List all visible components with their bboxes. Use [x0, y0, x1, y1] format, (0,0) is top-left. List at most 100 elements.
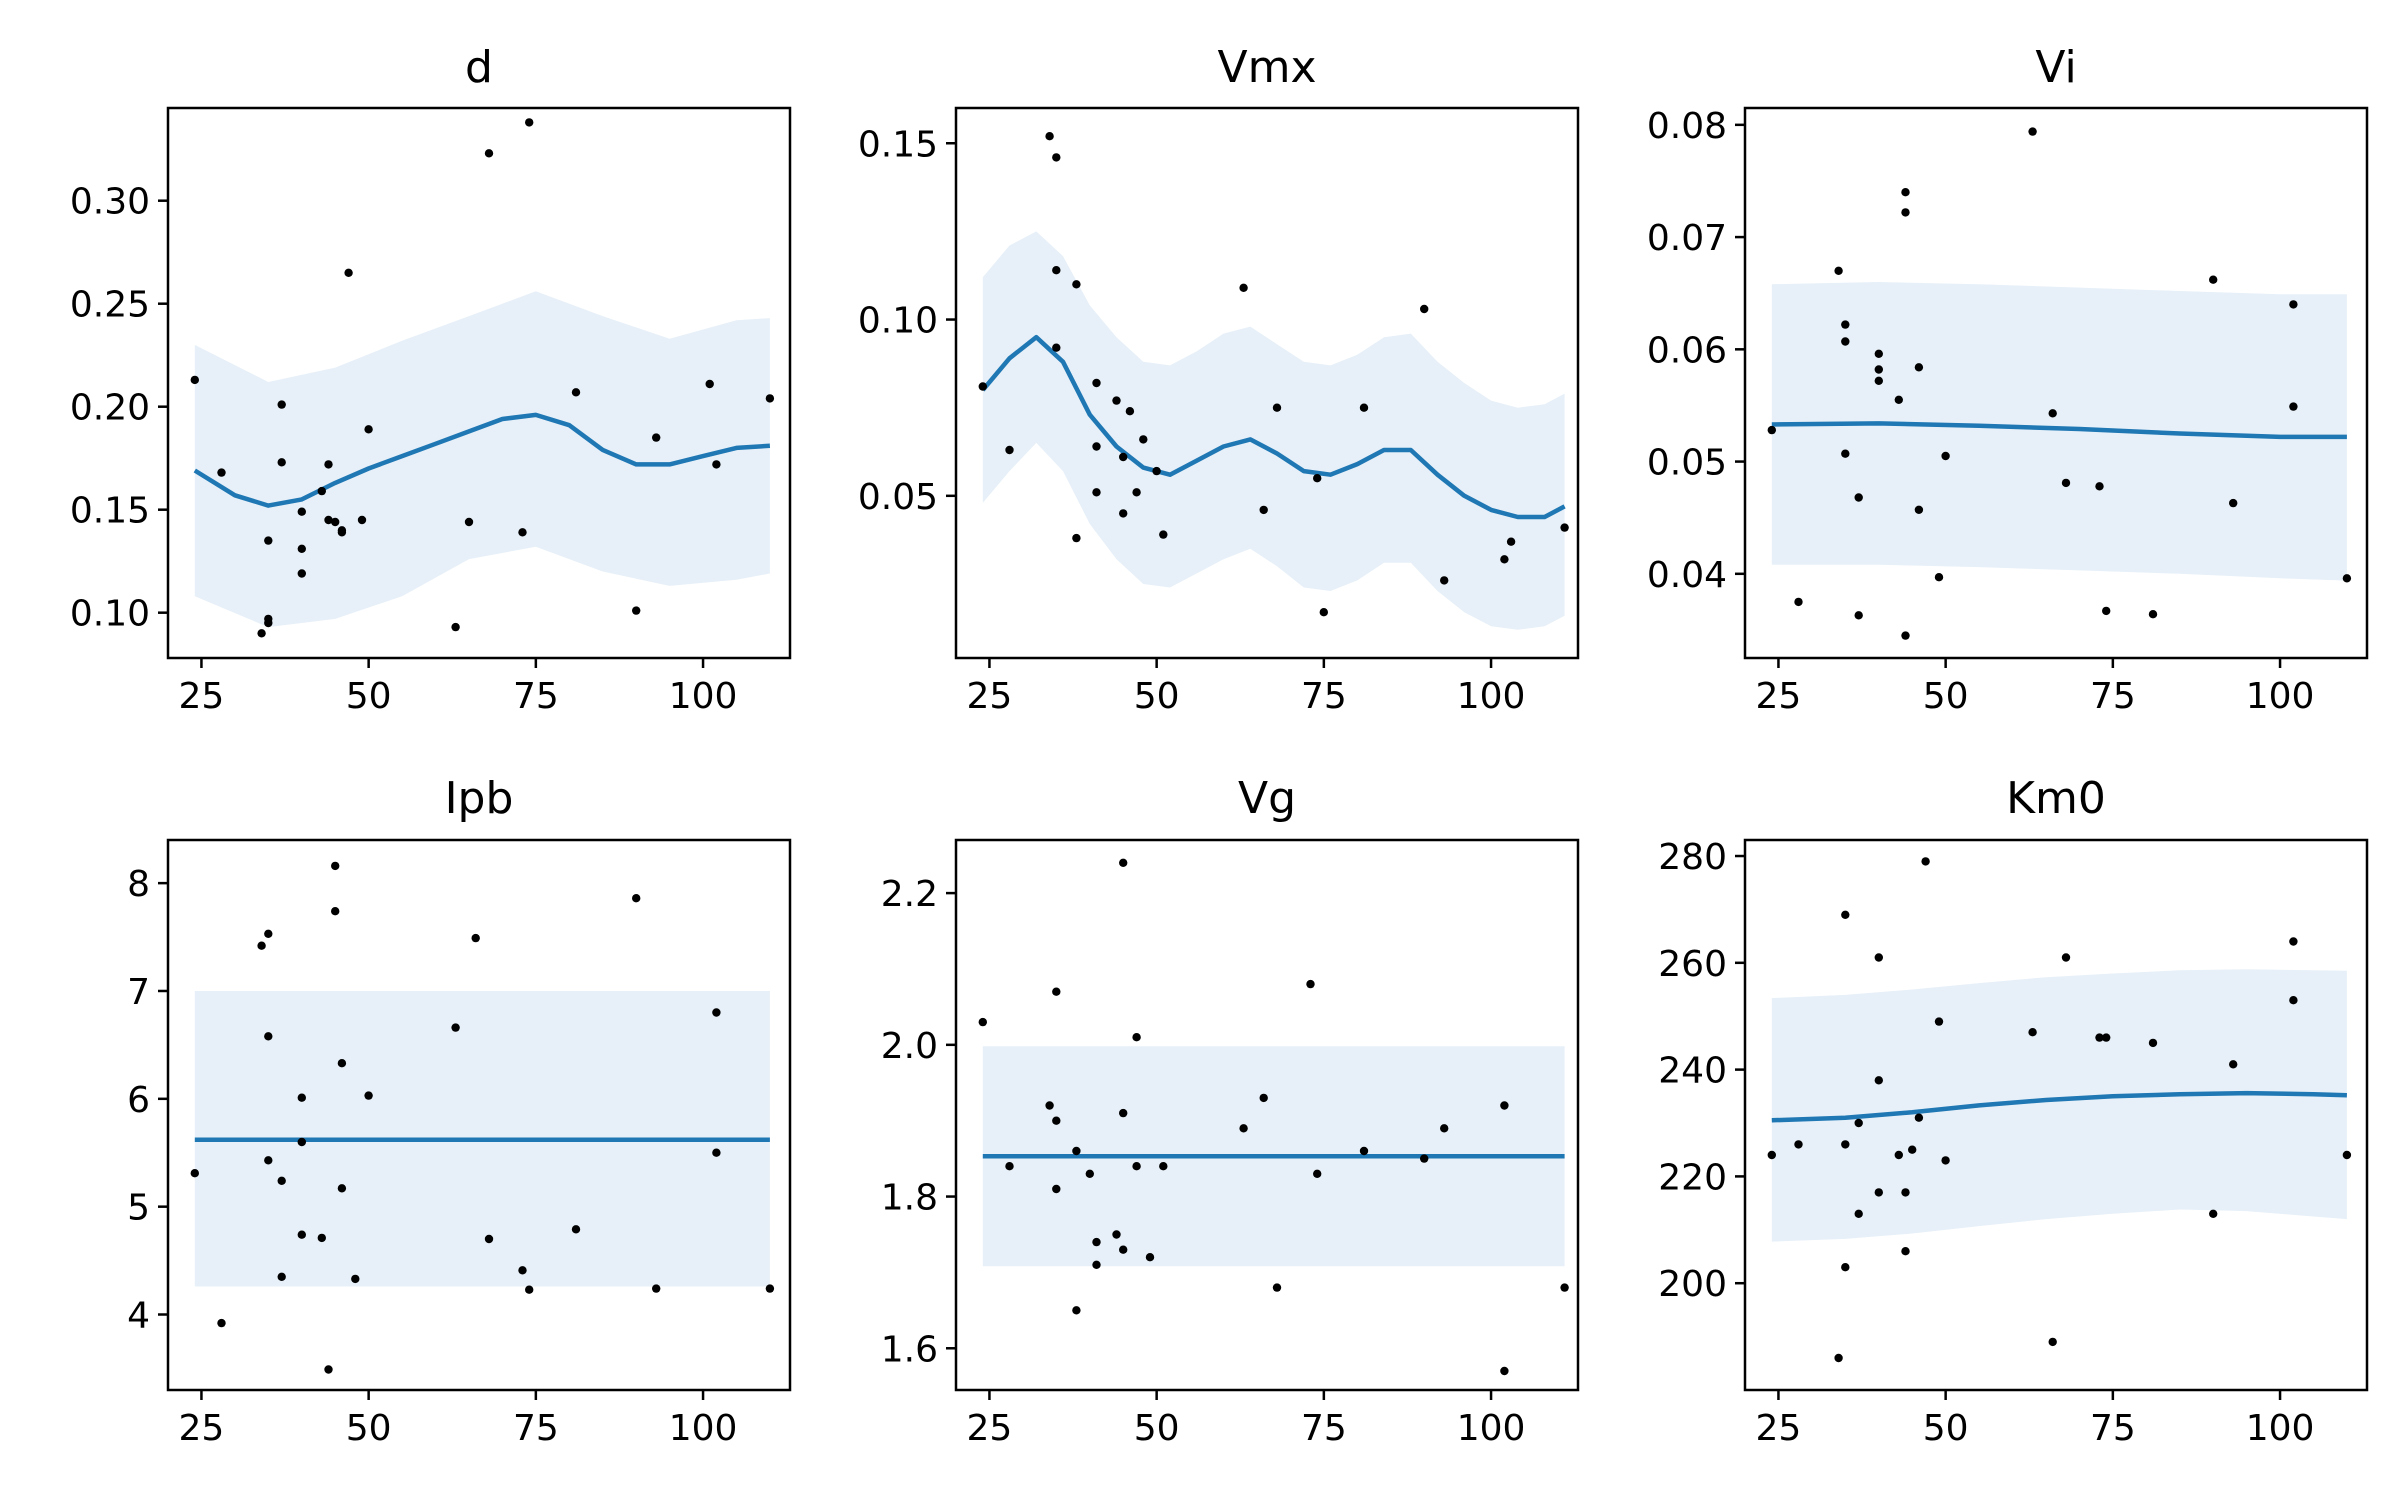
data-point [2095, 482, 2104, 491]
plot-area: 25 50 75 100 0.04 0.05 0.06 0.07 0.08 [1647, 106, 2369, 717]
confidence-band [1771, 282, 2347, 581]
data-point [1359, 1146, 1369, 1156]
data-point [264, 1032, 273, 1041]
data-point [632, 606, 641, 615]
data-point [451, 622, 460, 632]
data-point [264, 536, 273, 545]
axes-frame [954, 106, 1580, 660]
data-point [2342, 574, 2352, 583]
plot-area: 25 50 75 100 200 220 240 260 280 [1658, 837, 2369, 1449]
x-tick-label: 100 [669, 1408, 738, 1449]
x-tick-label: 50 [1923, 1408, 1969, 1449]
data-point [2048, 1337, 2057, 1347]
data-point [2061, 478, 2071, 488]
y-tick-label: 0.06 [1647, 330, 1727, 371]
data-point [1934, 573, 1944, 582]
data-point [1119, 452, 1128, 462]
y-tick-label: 0.15 [70, 491, 150, 532]
data-point [357, 515, 367, 525]
data-point [1052, 343, 1061, 352]
x-tick-label: 50 [1134, 676, 1180, 717]
data-point [2289, 300, 2298, 309]
data-point [1092, 488, 1101, 497]
data-point [1908, 1145, 1917, 1154]
data-point [1440, 1124, 1449, 1133]
data-point [1500, 1101, 1509, 1110]
data-point [297, 507, 306, 516]
data-point [1506, 537, 1516, 546]
y-tick-label: 200 [1658, 1264, 1727, 1305]
data-point [1045, 1101, 1054, 1110]
panel-title: d [465, 42, 493, 93]
data-point [1841, 337, 1850, 346]
data-point [652, 1284, 661, 1293]
panel-title: Ipb [445, 773, 514, 824]
data-point [1901, 631, 1910, 640]
data-point [2229, 498, 2238, 508]
y-tick-label: 240 [1658, 1051, 1727, 1092]
data-point [1239, 283, 1248, 292]
data-point [1874, 1076, 1884, 1085]
data-point [1854, 1118, 1863, 1128]
data-point [1834, 266, 1843, 275]
data-point [652, 433, 661, 442]
data-point [484, 1234, 494, 1244]
data-point [1045, 132, 1054, 141]
data-point [1934, 1017, 1944, 1026]
y-tick-label: 0.05 [1647, 443, 1727, 484]
data-point [1052, 266, 1061, 275]
data-point [1052, 1116, 1061, 1125]
data-point [297, 569, 306, 578]
y-tick-label: 0.20 [70, 388, 150, 429]
y-tick-label: 0.10 [70, 594, 150, 635]
plot-area: 25 50 75 100 4 5 6 7 8 [127, 838, 792, 1449]
axes-frame [166, 838, 792, 1392]
data-point [705, 379, 714, 389]
x-tick-label: 50 [346, 676, 392, 717]
data-point [1841, 320, 1850, 329]
data-point [1767, 425, 1777, 435]
data-point [1500, 555, 1509, 564]
data-point [277, 1176, 286, 1186]
fit-line [981, 334, 1566, 520]
data-point [1272, 403, 1282, 412]
panel-6: Km0 25 50 75 100 200 220 240 260 280 [1658, 773, 2369, 1449]
data-point [190, 1169, 199, 1178]
data-point [317, 1233, 326, 1243]
data-point [1159, 1162, 1168, 1171]
data-point [1145, 1253, 1155, 1262]
panel-title: Vmx [1218, 42, 1317, 93]
data-point [1319, 608, 1329, 617]
axes-frame [1743, 838, 2369, 1392]
data-point [1119, 1245, 1128, 1254]
data-point [331, 907, 340, 916]
data-point [712, 460, 721, 469]
data-point [331, 861, 340, 871]
data-point [1941, 1156, 1950, 1165]
data-point [1119, 509, 1128, 518]
data-point [525, 118, 534, 127]
y-tick-label: 220 [1658, 1157, 1727, 1198]
data-point [1306, 979, 1315, 989]
data-point [1359, 403, 1369, 412]
x-tick-label: 100 [669, 676, 738, 717]
y-tick-label: 0.07 [1647, 218, 1727, 259]
data-point [1894, 395, 1904, 404]
x-tick-label: 25 [967, 1408, 1013, 1449]
data-point [1259, 1093, 1268, 1103]
y-tick-label: 7 [127, 972, 150, 1013]
data-point [484, 149, 494, 158]
data-point [1500, 1366, 1509, 1376]
data-point [264, 1156, 273, 1165]
panel-title: Km0 [2006, 773, 2106, 824]
data-point [2209, 275, 2218, 284]
data-point [2028, 1028, 2037, 1037]
panel-4: Ipb 25 50 75 100 4 5 6 7 8 [127, 773, 792, 1449]
data-point [518, 528, 527, 537]
panel-3: Vi 25 50 75 100 0.04 0.05 0.06 0.07 0.08 [1647, 42, 2369, 717]
confidence-band [1771, 969, 2347, 1242]
data-point [337, 1059, 347, 1068]
plot-area: 25 50 75 100 1.6 1.8 2.0 2.2 [881, 838, 1580, 1449]
data-point [518, 1266, 527, 1275]
y-tick-label: 5 [127, 1188, 150, 1229]
